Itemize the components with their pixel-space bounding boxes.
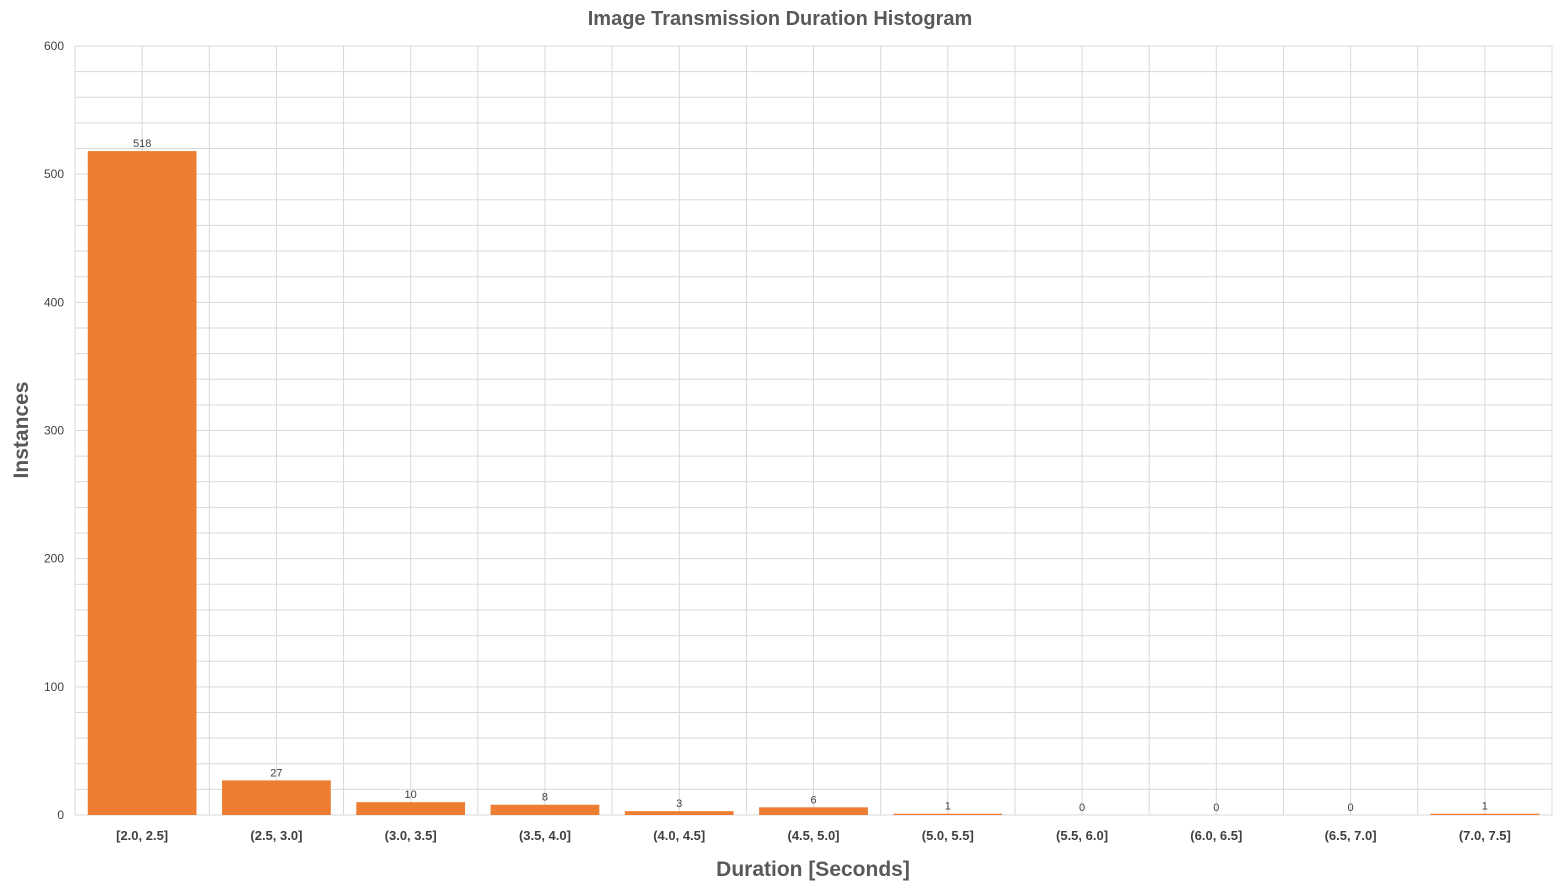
bar xyxy=(356,802,466,815)
data-label: 6 xyxy=(810,794,816,806)
data-label: 0 xyxy=(1348,802,1354,814)
y-tick-label: 200 xyxy=(44,552,64,566)
data-label: 10 xyxy=(405,789,417,801)
x-tick-label: (6.5, 7.0] xyxy=(1325,828,1377,843)
y-tick-label: 300 xyxy=(44,424,64,438)
y-tick-label: 100 xyxy=(44,680,64,694)
bar xyxy=(87,151,197,815)
y-tick-label: 600 xyxy=(44,39,64,53)
y-tick-label: 500 xyxy=(44,167,64,181)
data-label: 27 xyxy=(270,767,282,779)
chart-title: Image Transmission Duration Histogram xyxy=(588,8,973,30)
data-label: 1 xyxy=(1482,801,1488,813)
bar xyxy=(490,804,600,815)
x-axis-title: Duration [Seconds] xyxy=(716,858,910,881)
x-tick-label: (3.0, 3.5] xyxy=(385,828,437,843)
data-label: 0 xyxy=(1079,802,1085,814)
x-tick-label: (6.0, 6.5] xyxy=(1190,828,1242,843)
x-tick-label: [2.0, 2.5] xyxy=(116,828,168,843)
x-axis-ticks: [2.0, 2.5] (2.5, 3.0] (3.0, 3.5] (3.5, 4.0]… xyxy=(116,828,1511,843)
y-tick-label: 0 xyxy=(57,808,64,822)
x-tick-label: (7.0, 7.5] xyxy=(1459,828,1511,843)
x-tick-label: (3.5, 4.0] xyxy=(519,828,571,843)
data-label: 8 xyxy=(542,792,548,804)
data-label: 518 xyxy=(133,138,151,150)
bars xyxy=(87,151,1540,815)
bar xyxy=(222,780,331,815)
x-tick-label: (5.0, 5.5] xyxy=(922,828,974,843)
bar xyxy=(1430,813,1540,815)
x-tick-label: (4.0, 4.5] xyxy=(653,828,705,843)
data-label: 3 xyxy=(676,798,682,810)
data-label: 0 xyxy=(1213,802,1219,814)
x-tick-label: (2.5, 3.0] xyxy=(250,828,302,843)
y-axis-ticks: 0 100 200 300 400 500 600 xyxy=(44,39,64,822)
bar xyxy=(893,813,1003,815)
x-tick-label: (4.5, 5.0] xyxy=(787,828,839,843)
bar xyxy=(759,807,868,815)
y-axis-title: Instances xyxy=(10,382,33,479)
bar xyxy=(624,811,734,815)
gridlines xyxy=(74,45,1553,816)
data-label: 1 xyxy=(945,801,951,813)
x-tick-label: (5.5, 6.0] xyxy=(1056,828,1108,843)
y-tick-label: 400 xyxy=(44,295,64,309)
